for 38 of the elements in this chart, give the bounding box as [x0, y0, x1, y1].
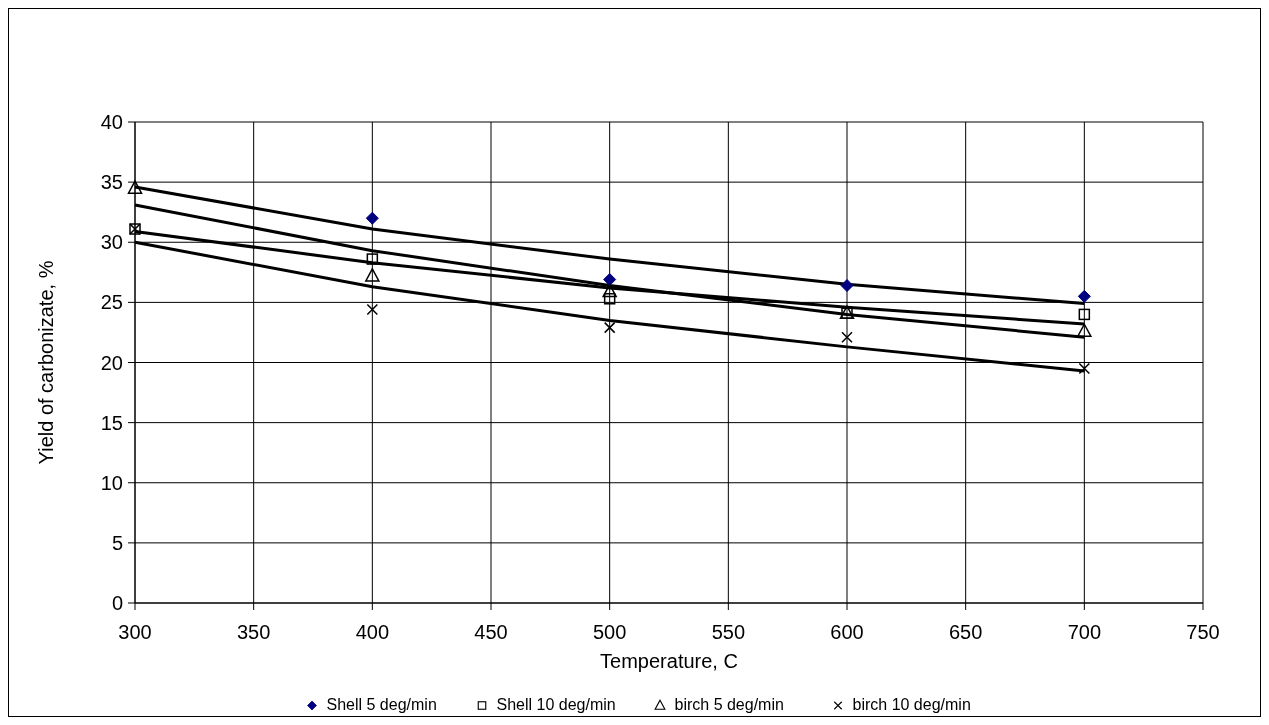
point	[841, 331, 853, 343]
x-axis-title: Temperature, C	[600, 650, 738, 672]
point	[603, 293, 616, 305]
x-tick-label: 650	[948, 621, 983, 643]
x-tick-label: 600	[830, 621, 864, 643]
point	[602, 283, 617, 298]
legend-label: Shell 10 deg/min	[496, 696, 616, 713]
y-tick-label: 40	[100, 111, 123, 133]
legend-label: birch 10 deg/min	[852, 696, 971, 713]
legend-label: Shell 5 deg/min	[326, 696, 437, 713]
point	[365, 268, 380, 282]
y-tick-label: 5	[111, 531, 123, 554]
y-tick-label: 15	[100, 411, 123, 434]
point	[603, 273, 617, 287]
y-tick-label: 25	[100, 291, 123, 314]
point	[366, 253, 379, 265]
point	[127, 180, 143, 194]
point	[1077, 323, 1092, 337]
y-tick-label: 35	[100, 171, 123, 194]
point	[603, 321, 616, 334]
y-tick-label: 0	[111, 592, 123, 614]
x-tick-label: 350	[236, 621, 271, 643]
y-tick-label: 30	[100, 231, 123, 254]
y-tick-label: 10	[100, 471, 123, 494]
x-tick-label: 450	[474, 621, 508, 643]
point	[1077, 289, 1091, 303]
point	[365, 211, 379, 225]
legend-label: birch 5 deg/min	[674, 696, 784, 713]
x-tick-label: 700	[1067, 621, 1102, 643]
y-axis-title: Yield of carbonizate, %	[35, 260, 57, 465]
point	[1078, 308, 1091, 321]
point	[840, 279, 854, 293]
y-tick-label: 20	[100, 351, 123, 374]
x-tick-label: 550	[711, 621, 746, 643]
x-tick-label: 400	[355, 621, 390, 643]
x-tick-label: 300	[118, 621, 152, 643]
x-tick-label: 750	[1186, 621, 1220, 643]
x-tick-label: 500	[592, 621, 627, 643]
